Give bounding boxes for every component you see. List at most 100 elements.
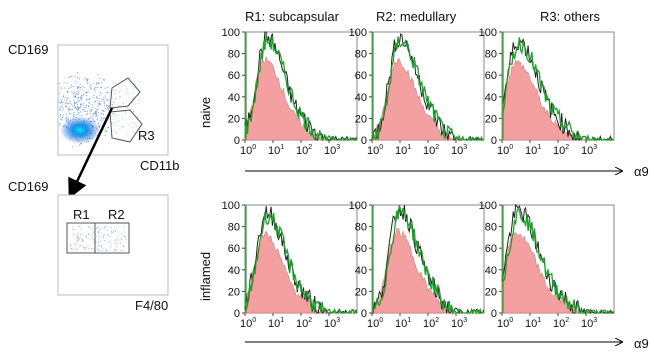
column-header-r2: R2: medullary [376,9,457,24]
flow-dot [84,78,86,80]
flow-dot [104,234,106,236]
flow-dot [78,225,80,227]
y-tick-label: 100 [479,200,497,212]
flow-dot [87,233,89,235]
flow-dot [124,106,126,108]
flow-dot [101,120,103,122]
y-tick-label: 40 [228,265,240,277]
flow-dot [115,97,117,99]
flow-dot [125,134,127,136]
flow-dot [59,108,61,110]
flow-dot [60,115,62,117]
flow-dot [114,230,116,232]
flow-dot [74,107,76,109]
histogram-black-line [501,37,614,142]
flow-dot [83,247,85,249]
row-label-inflamed: inflamed [198,252,213,301]
x-tick-label: 100 [367,317,383,330]
y-tick-label: 0 [361,308,367,320]
flow-dot [60,109,62,111]
flow-dot [80,99,82,101]
flow-dot [125,112,127,114]
flow-dot [138,116,139,118]
histogram-green-line [501,207,615,315]
x-tick-label: 100 [240,317,256,330]
x-tick-label: 102 [553,144,569,157]
flow-dot [64,118,67,120]
flow-dot [89,87,92,89]
flow-dot [62,101,64,103]
y-tick-label: 40 [355,92,367,104]
flow-dot [71,91,73,93]
flow-dot [107,104,109,106]
flow-dot [112,81,114,83]
flow-dot [95,83,97,86]
flow-dot [119,89,121,91]
x-tick-label: 100 [497,144,513,157]
flow-dot [95,87,97,89]
flow-dot [104,101,106,103]
flow-dot [59,92,61,94]
flow-dot [103,247,105,249]
flow-dot [132,91,134,93]
flow-dot [90,84,92,87]
flow-dot [80,96,82,98]
flow-dot [99,119,101,121]
flow-dot [116,121,118,122]
flow-dot [131,98,133,99]
flow-dot [86,98,88,100]
flow-dot [92,113,94,115]
flow-dot [79,236,81,238]
x-tick-label: 103 [581,144,597,157]
flow-dot [73,114,75,116]
flow-dot [124,110,126,112]
flow-dot [79,107,81,109]
flow-dot [95,111,98,113]
flow-dot [98,236,100,238]
flow-dot [120,96,121,98]
flow-dot [71,248,73,250]
x-tick-label: 101 [395,144,411,157]
flow-dot [93,94,95,96]
flow-dot [69,100,71,103]
flow-dot [112,231,114,233]
flow-plot-f480: CD169 F4/80 R1 R2 [8,179,169,313]
flow-dot [80,103,82,105]
flow-dot [59,113,61,116]
flow-dot [95,113,97,115]
y-tick-label: 40 [355,265,367,277]
flow-dot [131,126,133,128]
flow-dot [119,105,121,106]
flow-dot [105,250,107,252]
flow-dot [100,103,102,105]
flow-dot [79,238,81,240]
flow-dot [119,129,121,131]
flow-dot [115,132,117,134]
flow-dot [96,82,98,84]
flow-dot [131,122,133,124]
flow-dot [132,97,134,99]
flow-dot [121,233,123,235]
y-tick-label: 100 [479,27,497,39]
flow-dot [92,117,94,119]
flow-dot [89,110,91,112]
flow-dot [72,85,74,87]
flow-dot [110,230,112,232]
flow-dot [87,248,89,250]
flow-dot [74,243,76,245]
flow-dot [85,107,87,109]
flow-dot [99,94,101,96]
flow-dot [86,236,88,238]
flow-dot [75,107,77,110]
flow-dot [114,240,116,242]
flow-dot [75,94,77,96]
y-tick-label: 20 [355,113,367,125]
flow-dot [86,91,88,93]
flow-dot [103,227,105,229]
flow-dot [78,87,80,89]
flow-dot [127,123,129,125]
flow-dot [63,108,65,110]
y-tick-label: 20 [355,286,367,298]
flow-dot [139,97,141,99]
flow-dot [82,94,84,96]
